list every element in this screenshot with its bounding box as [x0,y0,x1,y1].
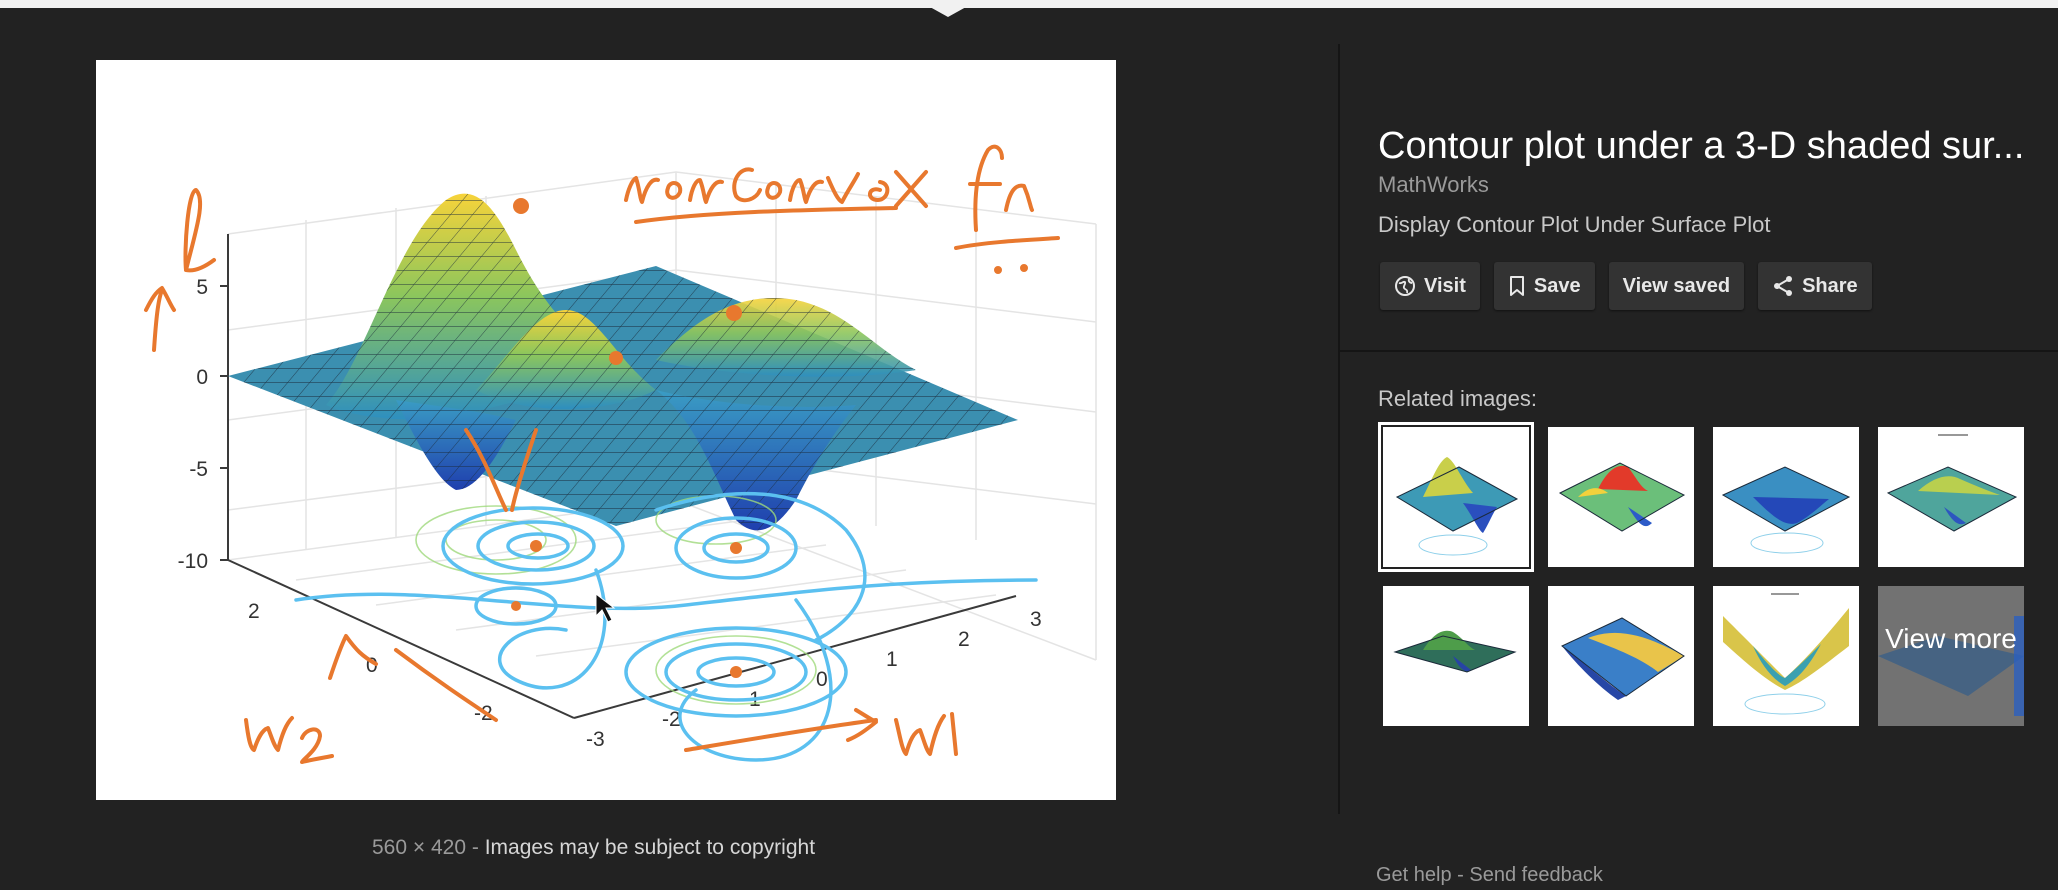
caption-separator: - [471,836,479,859]
floor-contours [415,495,817,705]
share-label: Share [1802,274,1858,297]
image-title[interactable]: Contour plot under a 3-D shaded sur... [1378,125,2025,167]
y-tick: 0 [366,654,378,677]
globe-icon [1395,276,1415,296]
related-image-thumbnail[interactable] [1713,427,1859,567]
footer-separator: - [1457,864,1464,886]
visit-button[interactable]: Visit [1380,262,1480,310]
related-image-thumbnail[interactable] [1383,586,1529,726]
related-image-thumbnail[interactable] [1548,427,1694,567]
image-info: Contour plot under a 3-D shaded sur... M… [1378,122,2058,240]
get-help-link[interactable]: Get help [1376,864,1452,886]
z-tick: 5 [196,276,208,299]
image-source[interactable]: MathWorks [1378,172,1489,197]
send-feedback-link[interactable]: Send feedback [1469,864,1603,886]
preview-pointer-notch [930,7,966,17]
share-button[interactable]: Share [1758,262,1872,310]
view-more-button[interactable]: View more [1878,586,2024,726]
image-dimensions: 560 × 420 [372,836,467,859]
ink-markers [511,198,742,678]
x-tick: -3 [586,728,605,751]
image-subtitle[interactable]: Display Contour Plot Under Surface Plot [1378,212,1771,237]
x-tick: -2 [662,708,681,731]
action-bar: Visit Save View saved Share [1380,262,1872,310]
related-images-label: Related images: [1378,386,1537,411]
related-image-thumbnail[interactable] [1548,586,1694,726]
save-label: Save [1533,274,1581,297]
share-icon [1774,276,1793,296]
z-tick: 0 [196,366,208,389]
view-more-label: View more [1885,623,2017,654]
panel-divider [1338,44,1340,814]
x-tick: 3 [1030,608,1042,631]
save-button[interactable]: Save [1493,262,1595,310]
section-divider [1340,350,2058,352]
view-saved-label: View saved [1622,274,1731,297]
z-tick: -5 [189,458,208,481]
z-axis [220,234,229,561]
related-image-thumbnail[interactable] [1713,586,1859,726]
y-axis [227,559,575,719]
x-tick: 0 [816,668,828,691]
image-caption: 560 × 420 - Images may be subject to cop… [372,836,815,860]
copyright-notice: Images may be subject to copyright [484,836,816,859]
preview-image[interactable]: 5 0 -5 -10 2 0 -2 -3 -2 -1 0 1 2 3 [96,60,1116,800]
bookmark-icon [1509,276,1524,296]
related-image-thumbnail[interactable] [1878,427,2024,567]
footer-links: Get help - Send feedback [1376,864,1603,887]
z-tick: -10 [178,550,208,573]
visit-label: Visit [1424,274,1466,297]
y-tick: 2 [248,600,260,623]
top-strip [0,0,2058,8]
view-saved-button[interactable]: View saved [1608,262,1745,310]
related-image-thumbnail[interactable] [1378,422,1534,572]
mouse-cursor-icon [595,592,616,623]
x-tick: 2 [958,628,970,651]
ink-annotations [144,144,1060,764]
x-tick: 1 [886,648,898,671]
ink-contours [294,491,1038,762]
